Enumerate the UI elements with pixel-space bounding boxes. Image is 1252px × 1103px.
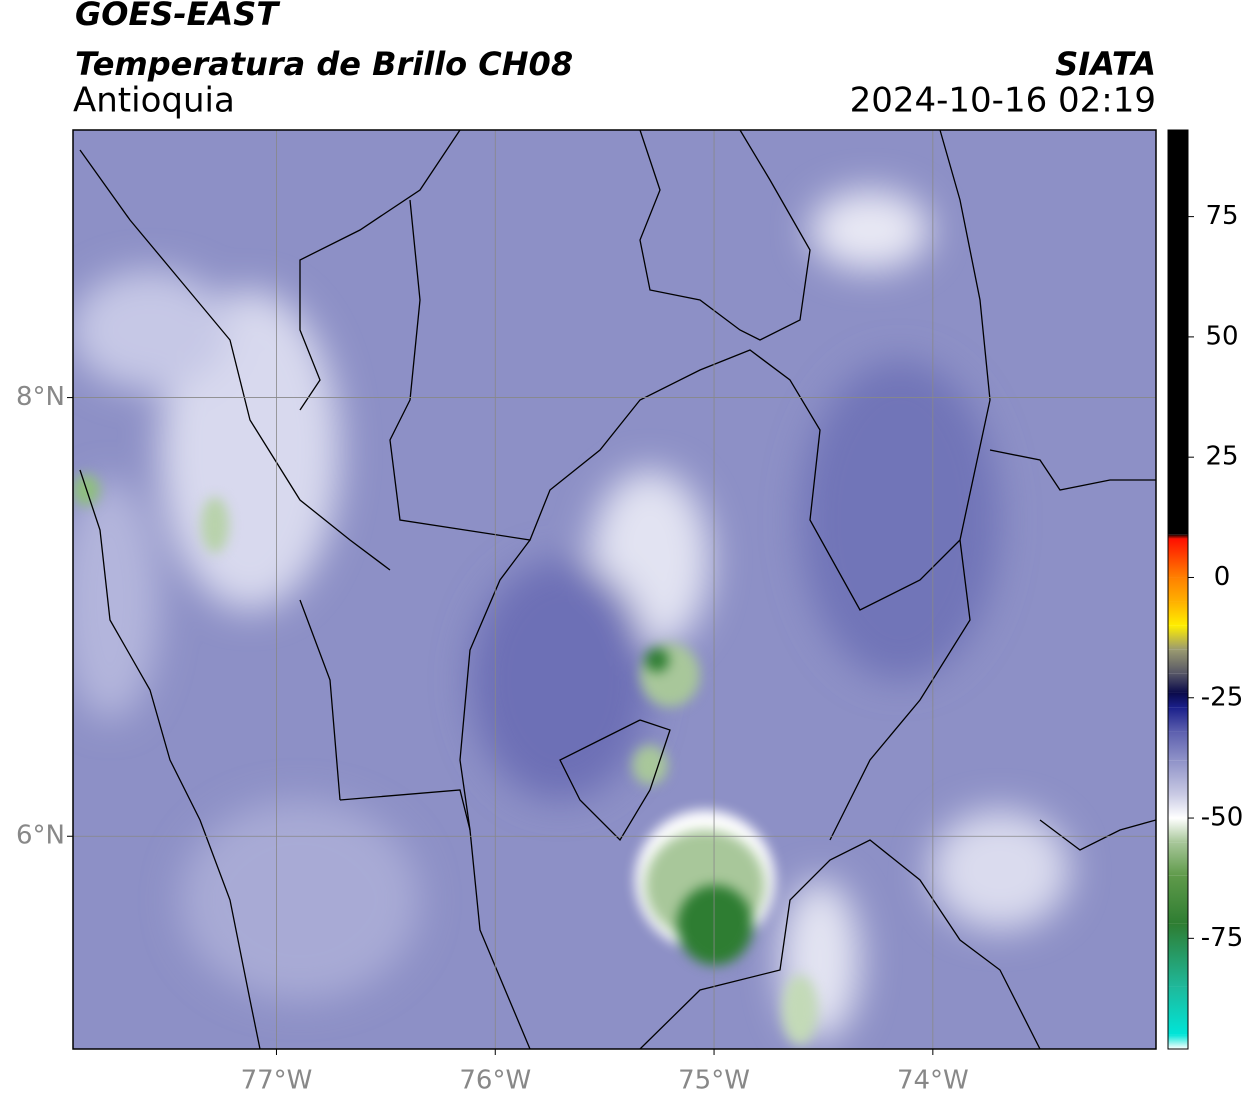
colorbar-segment [1168, 577, 1188, 602]
colorbar-segment [1168, 538, 1188, 578]
colorbar-tick-label: -25 [1201, 682, 1243, 712]
colorbar-tick-label: 50 [1205, 321, 1238, 351]
colorbar-segment [1168, 731, 1188, 761]
x-tick-label: 75°W [678, 1066, 750, 1096]
colorbar-segment [1168, 875, 1188, 924]
x-tick-label: 77°W [241, 1066, 313, 1096]
colorbar-segment [1168, 692, 1188, 708]
colorbar-segment [1168, 1034, 1188, 1049]
map-frame [72, 129, 1157, 1050]
title: GOES-EAST [75, 0, 280, 33]
colorbar-segment [1168, 986, 1188, 1035]
colorbar-segment [1168, 534, 1188, 539]
colorbar-tick-label: 25 [1205, 442, 1238, 472]
colorbar-segment [1168, 601, 1188, 626]
colorbar-tick-label: -50 [1201, 803, 1243, 833]
colorbar-segment [1168, 923, 1188, 987]
y-tick-label: 8°N [16, 382, 65, 412]
colorbar-segment [1168, 818, 1188, 843]
datetime: 2024-10-16 02:19 [850, 81, 1156, 121]
colorbar-segment [1168, 707, 1188, 732]
colorbar-segment [1168, 842, 1188, 876]
x-tick-label: 76°W [459, 1066, 531, 1096]
colorbar-tick-label: -75 [1201, 923, 1243, 953]
subtitle: Temperatura de Brillo CH08 [75, 45, 573, 83]
map-image [73, 130, 1156, 1049]
colorbar-segment [1168, 625, 1188, 650]
colorbar-tick-label: 0 [1214, 562, 1231, 592]
x-tick-label: 74°W [897, 1066, 969, 1096]
colorbar-tick-label: 75 [1205, 201, 1238, 231]
colorbar-segment [1168, 673, 1188, 693]
region: Antioquia [73, 81, 235, 121]
colorbar-segment [1168, 793, 1188, 819]
y-tick-label: 6°N [16, 821, 65, 851]
grid [73, 130, 1156, 1049]
colorbar-segment [1168, 760, 1188, 794]
colorbar-segment [1168, 130, 1188, 535]
colorbar-segment [1168, 649, 1188, 674]
source: SIATA [1055, 45, 1156, 83]
colorbar-frame [1167, 129, 1189, 1050]
